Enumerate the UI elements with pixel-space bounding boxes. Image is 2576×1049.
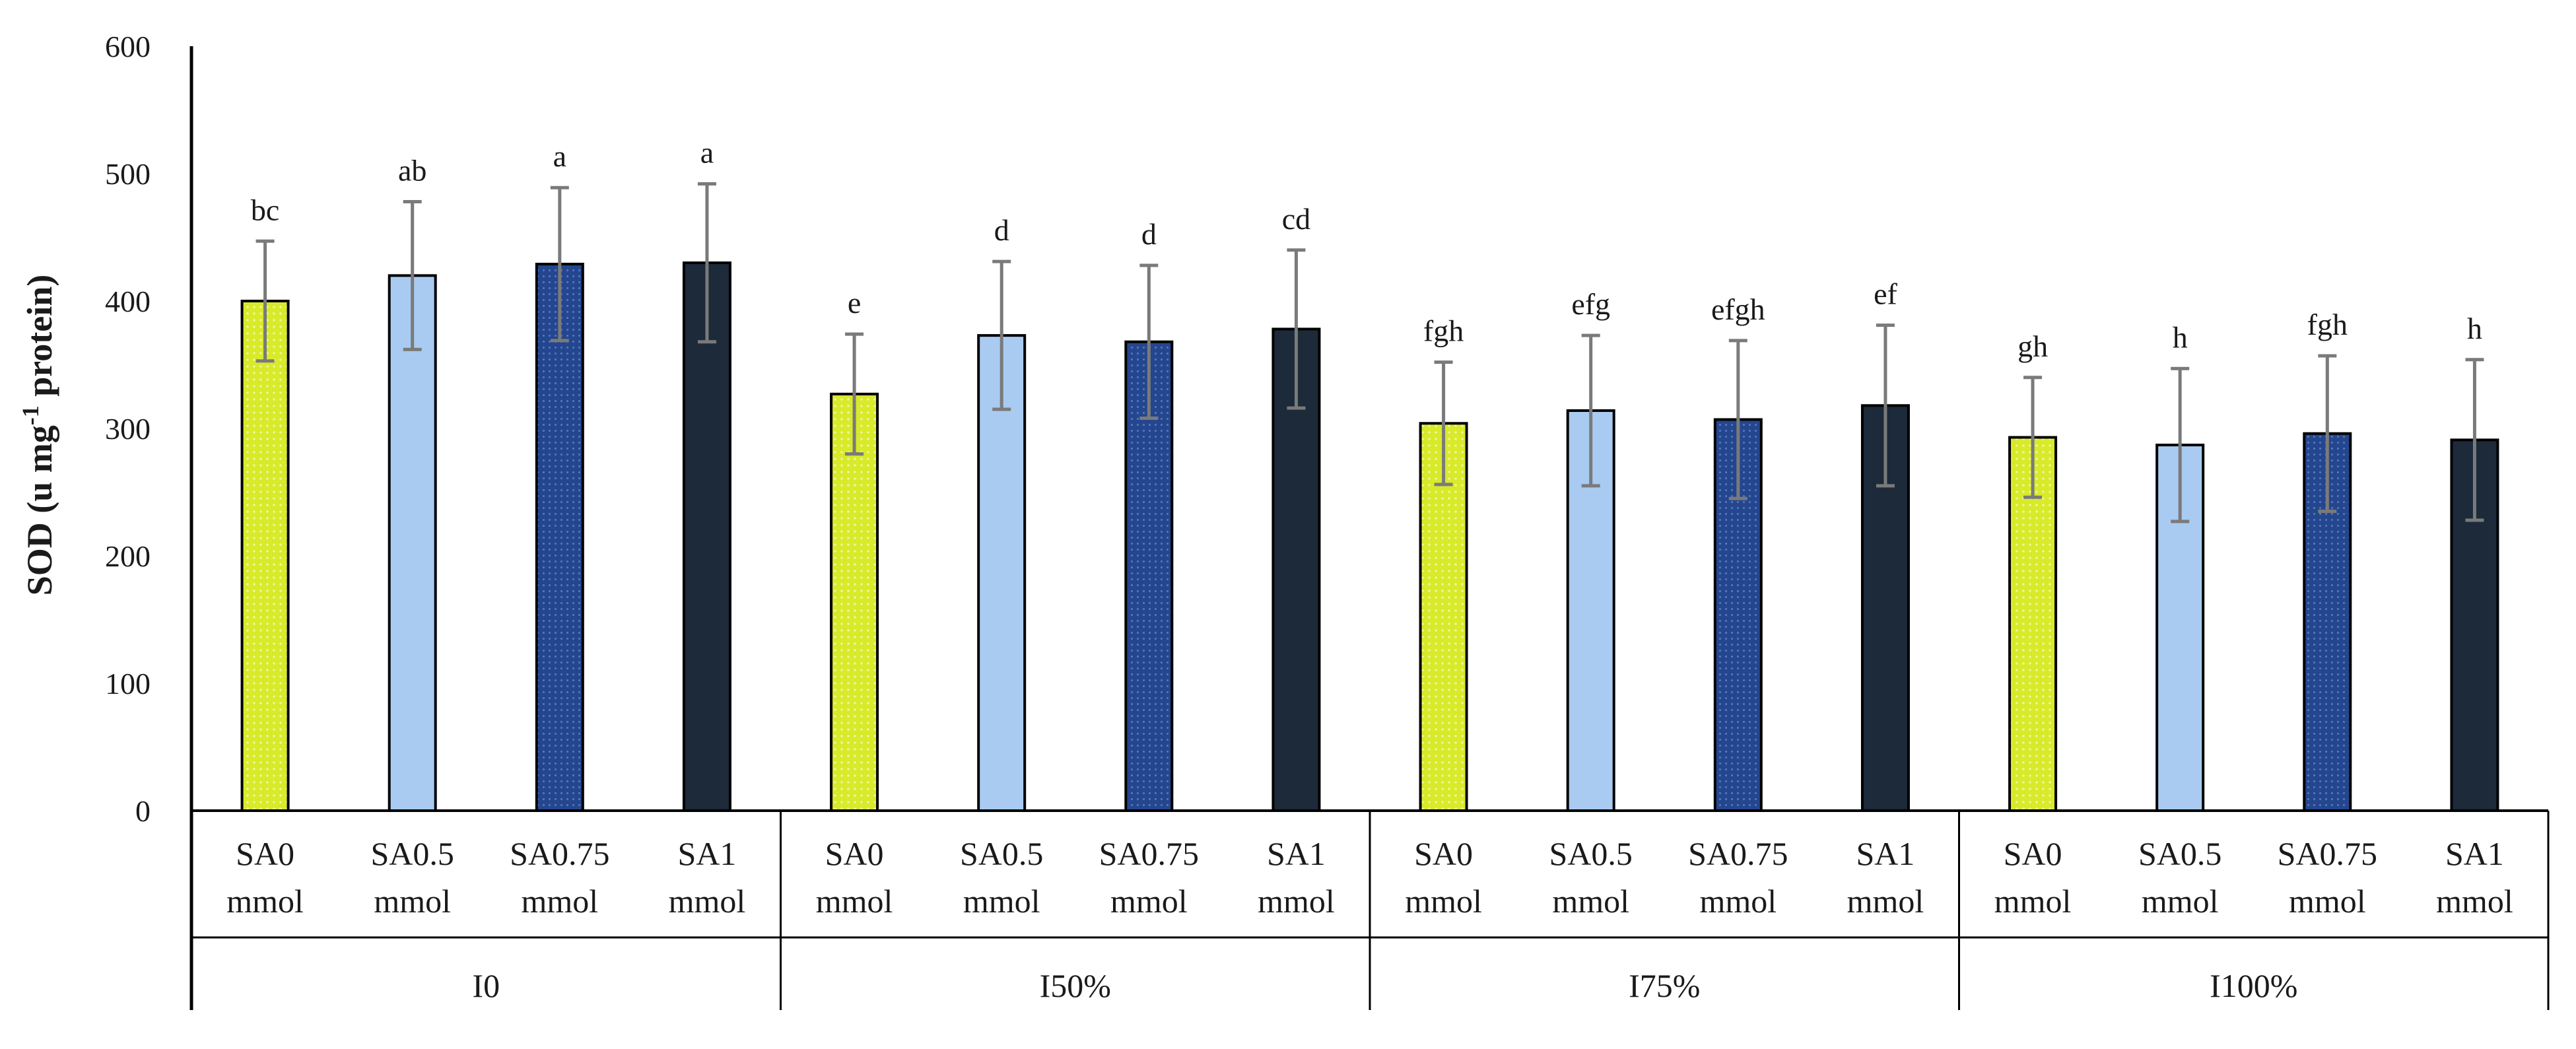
significance-label: ef	[1874, 277, 1897, 311]
category-label-line2: mmol	[816, 883, 893, 920]
category-label-line1: SA0	[1414, 835, 1473, 872]
category-label-line1: SA0	[2004, 835, 2062, 872]
bar	[977, 334, 1027, 812]
y-tick-label: 400	[105, 285, 151, 318]
bar	[682, 261, 731, 813]
group-label: I100%	[2210, 967, 2297, 1004]
category-label-line1: SA0.75	[1099, 835, 1199, 872]
significance-label: d	[994, 213, 1009, 247]
bars	[240, 182, 2499, 813]
bar-texture	[537, 265, 582, 809]
category-label-line2: mmol	[2142, 883, 2219, 920]
significance-label: fgh	[2307, 308, 2348, 341]
y-tick-label: 600	[105, 30, 151, 63]
category-label-line2: mmol	[1110, 883, 1188, 920]
significance-label: d	[1141, 217, 1157, 251]
group-label: I0	[472, 967, 500, 1004]
significance-label: fgh	[1423, 314, 1464, 348]
significance-label: a	[553, 139, 566, 173]
category-label-line1: SA0	[236, 835, 294, 872]
category-label-line2: mmol	[669, 883, 746, 920]
significance-label: e	[848, 286, 861, 320]
category-label-line1: SA0.5	[960, 835, 1043, 872]
category-label-line2: mmol	[2436, 883, 2513, 920]
category-label-line1: SA0.5	[370, 835, 454, 872]
category-label-line2: mmol	[1847, 883, 1924, 920]
bar-texture	[2011, 438, 2055, 809]
significance-label: bc	[251, 193, 279, 226]
category-label-line1: SA1	[2445, 835, 2504, 872]
y-tick-label: 100	[105, 667, 151, 700]
category-label-line2: mmol	[1405, 883, 1482, 920]
bar-texture	[1421, 424, 1466, 809]
category-label-line2: mmol	[1258, 883, 1335, 920]
category-label-line2: mmol	[226, 883, 304, 920]
significance-label: efg	[1571, 287, 1610, 321]
y-tick-label: 0	[135, 794, 151, 828]
significance-label: efgh	[1711, 292, 1765, 326]
category-label-line2: mmol	[1552, 883, 1629, 920]
y-tick-label: 200	[105, 539, 151, 573]
significance-label: gh	[2017, 329, 2048, 363]
category-label-line1: SA0.75	[2278, 835, 2377, 872]
y-axis-title: SOD (u mg-1 protein)	[17, 275, 59, 596]
significance-label: a	[700, 135, 714, 169]
category-label-line2: mmol	[2289, 883, 2366, 920]
category-label-line2: mmol	[1699, 883, 1777, 920]
category-label-line1: SA1	[1856, 835, 1915, 872]
y-tick-label: 500	[105, 157, 151, 191]
significance-label: h	[2467, 312, 2482, 345]
category-label-line1: SA1	[1267, 835, 1326, 872]
bar	[388, 274, 437, 812]
significance-label: ab	[398, 153, 426, 187]
significance-label: h	[2173, 320, 2188, 354]
bar-texture	[1127, 343, 1171, 809]
axes	[189, 46, 2550, 1010]
group-label: I75%	[1629, 967, 1700, 1004]
bar	[2155, 444, 2205, 812]
labels: 0 100 200 300 400 500 600 SOD (u mg-1 protein) I…	[17, 30, 2513, 1004]
bar-texture	[243, 302, 287, 809]
bar-texture	[832, 395, 877, 809]
category-label-line1: SA0	[825, 835, 884, 872]
category-label-line2: mmol	[374, 883, 451, 920]
category-label-line2: mmol	[521, 883, 598, 920]
category-label-line1: SA0.75	[1688, 835, 1788, 872]
group-label: I50%	[1040, 967, 1111, 1004]
category-label-line1: SA0.5	[2138, 835, 2221, 872]
category-label-line1: SA0.75	[510, 835, 609, 872]
category-label-line2: mmol	[1994, 883, 2072, 920]
category-label-line1: SA0.5	[1549, 835, 1632, 872]
category-label-line2: mmol	[963, 883, 1040, 920]
y-tick-label: 300	[105, 412, 151, 446]
category-label-line1: SA1	[677, 835, 736, 872]
significance-label: cd	[1282, 202, 1310, 236]
